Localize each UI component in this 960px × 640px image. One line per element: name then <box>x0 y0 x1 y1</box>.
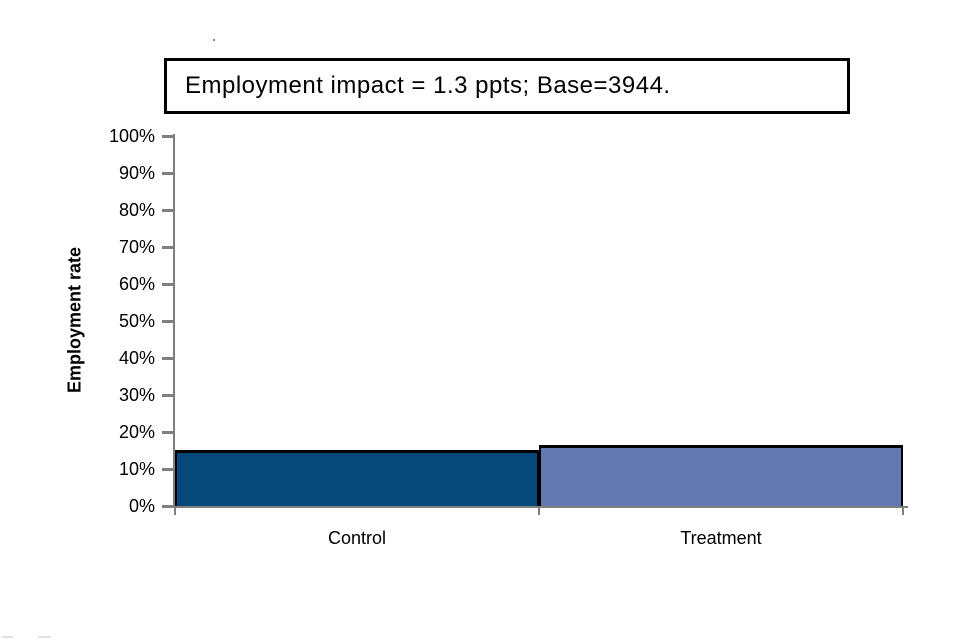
y-tick-mark <box>162 394 173 397</box>
x-tick-mark <box>901 508 905 515</box>
y-tick-label: 70% <box>118 236 155 257</box>
y-axis-title: Employment rate <box>64 246 85 394</box>
y-tick-label: 100% <box>108 125 155 146</box>
y-tick-mark <box>162 172 173 175</box>
y-tick-label: 40% <box>118 347 155 368</box>
bar-control <box>175 449 539 507</box>
x-axis-line <box>172 505 908 508</box>
y-tick-label: 80% <box>118 199 155 220</box>
stray-dot <box>213 39 215 41</box>
x-category-label: Control <box>327 528 387 548</box>
y-axis-line <box>172 134 175 508</box>
chart-title: Employment impact = 1.3 ppts; Base=3944. <box>185 72 671 99</box>
y-tick-mark <box>162 357 173 360</box>
y-tick-label: 50% <box>118 310 155 331</box>
y-tick-mark <box>162 320 173 323</box>
y-tick-mark <box>162 283 173 286</box>
x-tick-mark <box>173 508 177 515</box>
artifact-smudge <box>38 636 51 638</box>
y-tick-label: 30% <box>118 384 155 405</box>
artifact-smudge <box>2 636 13 638</box>
x-tick-mark <box>537 508 541 515</box>
y-tick-label: 60% <box>118 273 155 294</box>
y-tick-mark <box>162 246 173 249</box>
x-category-label: Treatment <box>680 528 762 548</box>
chart-title-box: Employment impact = 1.3 ppts; Base=3944. <box>164 58 850 114</box>
y-tick-mark <box>162 135 173 138</box>
y-tick-label: 20% <box>118 421 155 442</box>
bar-treatment <box>539 444 903 507</box>
y-tick-mark <box>162 505 173 508</box>
y-tick-label: 10% <box>118 458 155 479</box>
y-tick-mark <box>162 468 173 471</box>
y-tick-label: 90% <box>118 162 155 183</box>
y-tick-label: 0% <box>128 495 155 516</box>
y-tick-mark <box>162 209 173 212</box>
y-tick-mark <box>162 431 173 434</box>
